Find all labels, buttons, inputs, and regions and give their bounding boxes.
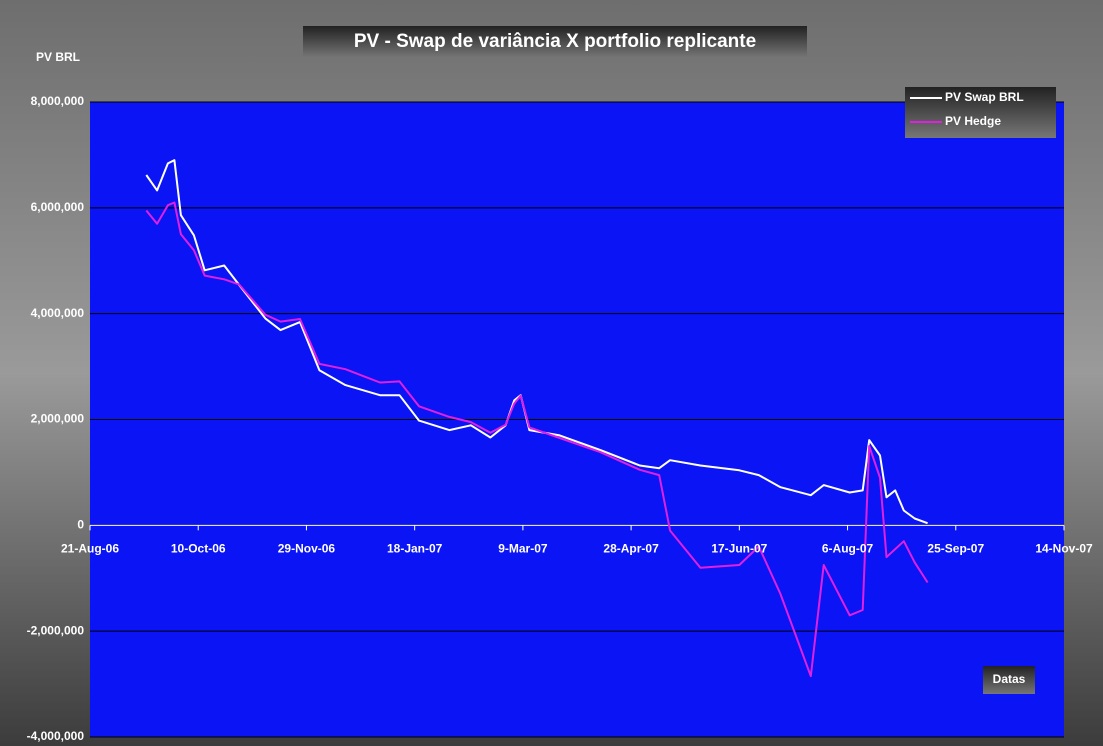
y-tick-label: 6,000,000 <box>31 200 85 214</box>
x-tick-label: 17-Jun-07 <box>711 542 767 556</box>
x-tick-label: 18-Jan-07 <box>387 542 443 556</box>
x-tick-label: 14-Nov-07 <box>1035 542 1093 556</box>
x-tick-label: 29-Nov-06 <box>278 542 336 556</box>
chart-title: PV - Swap de variância X portfolio repli… <box>354 31 756 52</box>
y-axis-label: PV BRL <box>36 50 80 64</box>
series-line <box>145 201 929 678</box>
y-tick-label: 0 <box>77 518 84 532</box>
y-tick-label: 8,000,000 <box>31 94 85 108</box>
x-tick-label: 25-Sep-07 <box>927 542 984 556</box>
x-label-box <box>983 666 1035 694</box>
x-tick-label: 6-Aug-07 <box>822 542 874 556</box>
legend-box <box>905 87 1056 138</box>
y-tick-label: -4,000,000 <box>27 729 85 743</box>
y-tick-label: 4,000,000 <box>31 306 85 320</box>
x-tick-label: 21-Aug-06 <box>61 542 119 556</box>
x-tick-label: 28-Apr-07 <box>603 542 659 556</box>
y-tick-label: -2,000,000 <box>27 623 85 637</box>
legend-label: PV Swap BRL <box>945 90 1024 104</box>
y-tick-label: 2,000,000 <box>31 412 85 426</box>
legend-label: PV Hedge <box>945 114 1001 128</box>
x-tick-label: 9-Mar-07 <box>498 542 548 556</box>
series-line <box>145 159 928 525</box>
title-box <box>303 26 807 58</box>
x-tick-label: 10-Oct-06 <box>171 542 226 556</box>
x-axis-label: Datas <box>993 672 1026 686</box>
